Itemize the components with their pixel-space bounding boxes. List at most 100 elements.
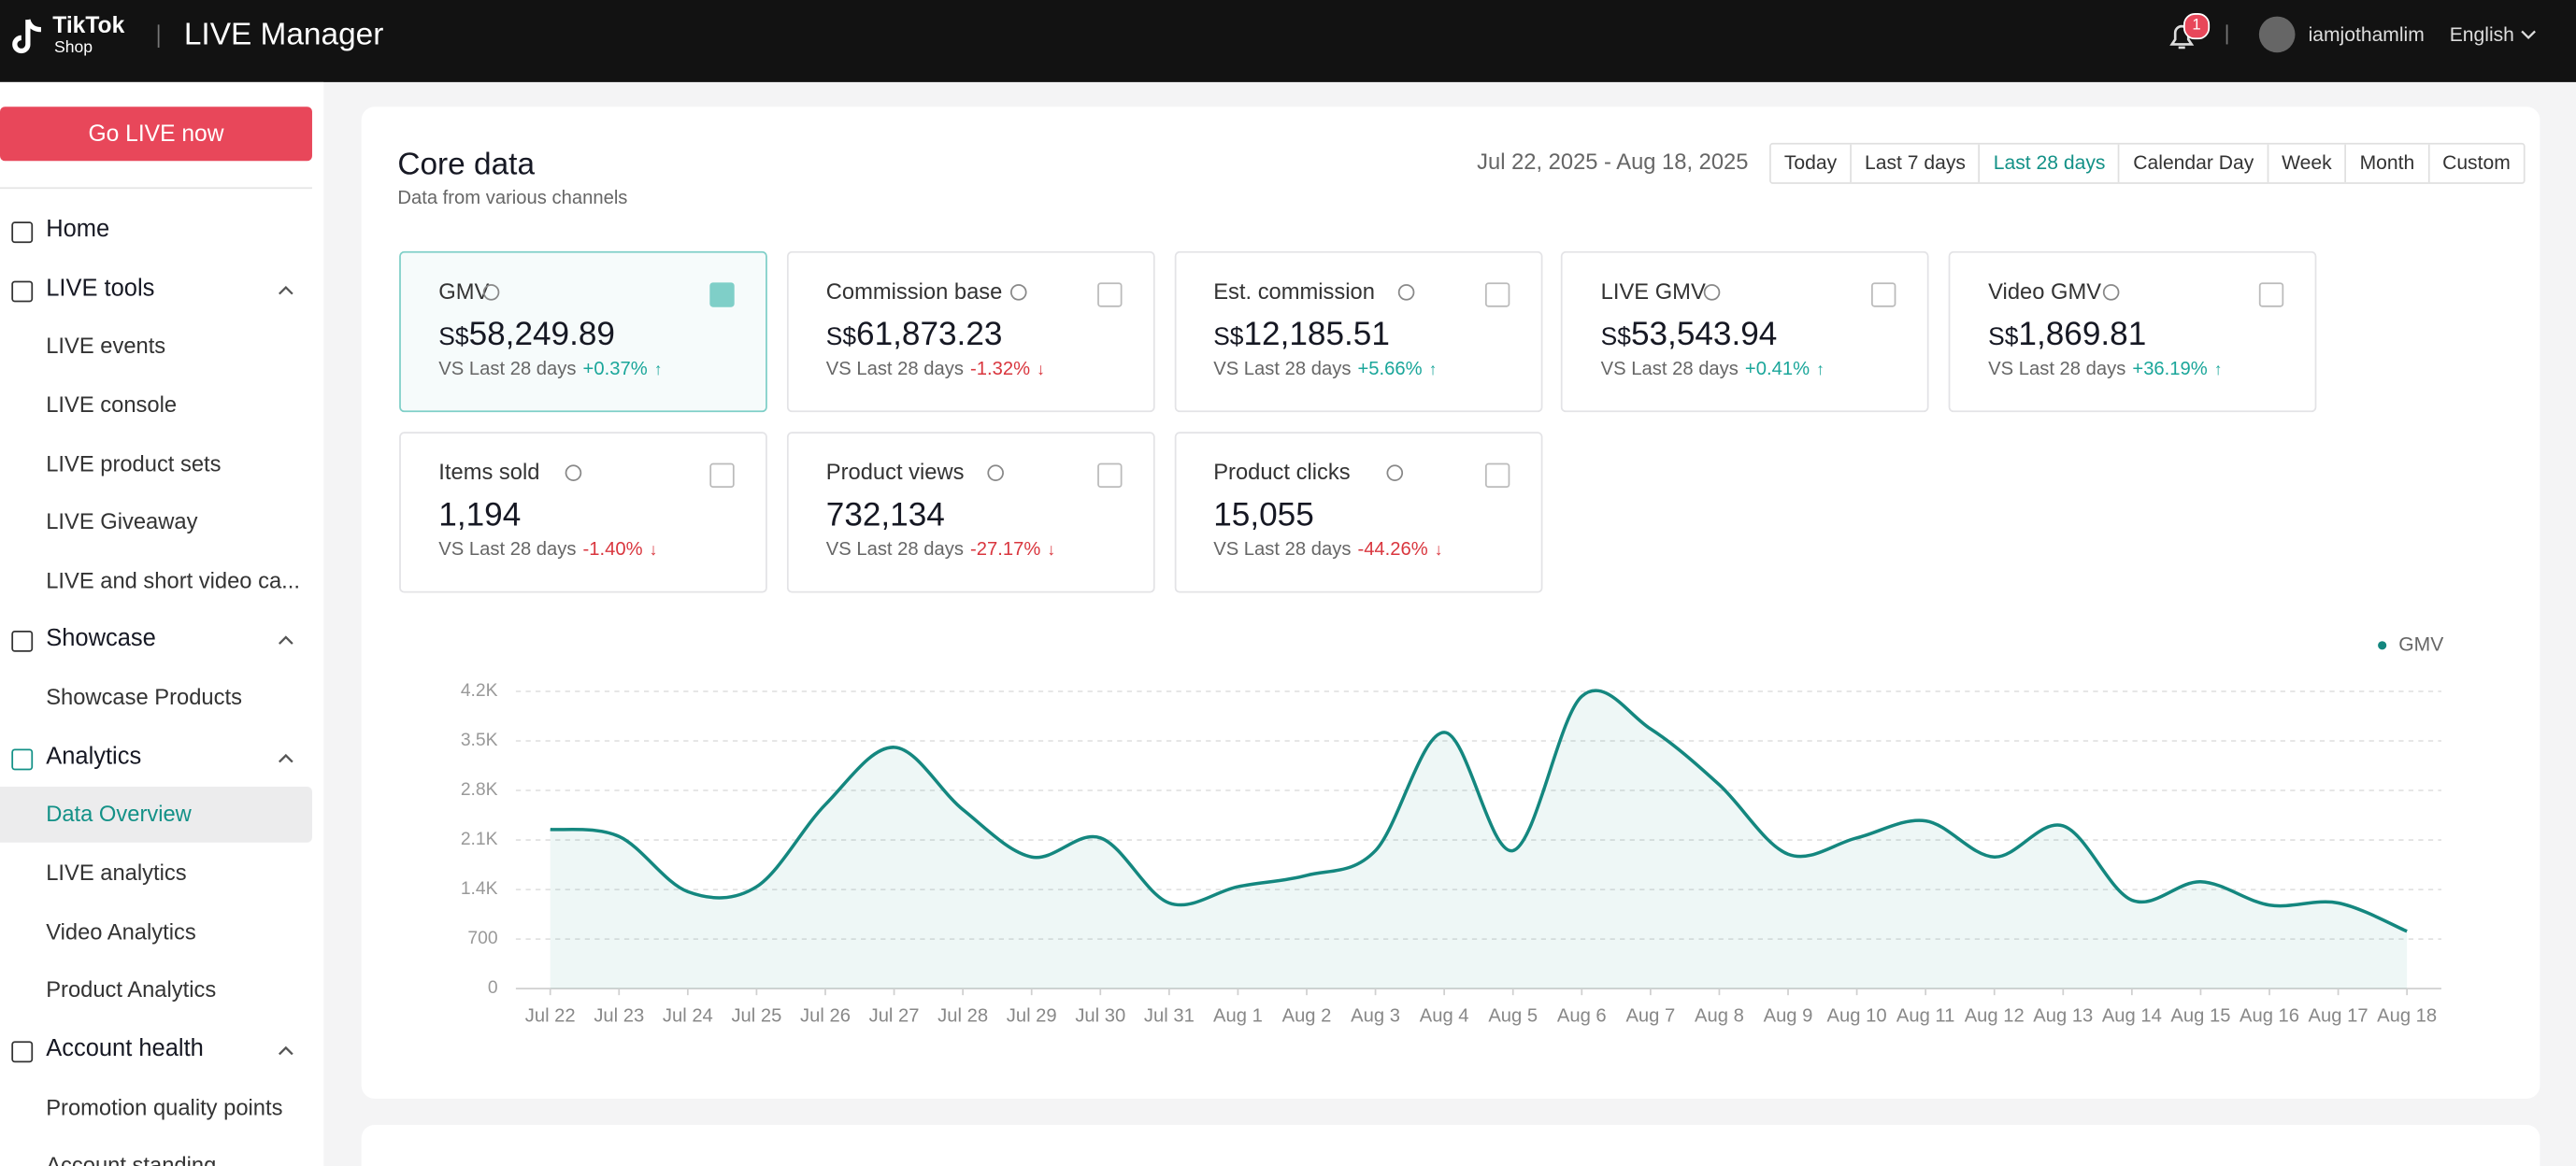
x-tick-label: Jul 25 xyxy=(731,1005,781,1026)
metric-card[interactable]: LIVE GMV S$53,543.94 VS Last 28 days +0.41%… xyxy=(1561,250,1930,413)
metric-label: Product clicks xyxy=(1213,460,1351,485)
nav-section[interactable]: LIVE tools xyxy=(46,275,155,302)
checkbox[interactable] xyxy=(709,462,735,489)
x-tick-label: Aug 4 xyxy=(1420,1005,1469,1026)
checkbox[interactable] xyxy=(1871,282,1897,307)
nav-section[interactable]: Analytics xyxy=(46,743,142,770)
nav-item[interactable]: LIVE and short video ca... xyxy=(46,567,300,593)
x-tick-label: Aug 14 xyxy=(2102,1005,2162,1026)
nav-section[interactable]: Home xyxy=(46,217,110,244)
metric-value-row: S$1,869.81 xyxy=(1988,317,2146,354)
info-icon xyxy=(2102,284,2120,301)
comparison-label: VS Last 28 days xyxy=(1988,359,2126,380)
logo-subtext: Shop xyxy=(54,39,93,58)
metric-value-row: S$61,873.23 xyxy=(826,317,1003,354)
checkbox[interactable] xyxy=(1484,282,1510,307)
change: -44.26% xyxy=(1357,540,1428,561)
avatar[interactable] xyxy=(2258,16,2296,53)
y-tick-label: 700 xyxy=(467,929,497,948)
language[interactable]: English xyxy=(2449,22,2514,47)
nav-item[interactable]: LIVE events xyxy=(46,334,166,359)
metric-label: Video GMV xyxy=(1988,278,2102,305)
notification-badge: 1 xyxy=(2182,13,2211,40)
metric-label: LIVE GMV xyxy=(1600,278,1706,305)
metric-value-row: S$12,185.51 xyxy=(1213,317,1390,354)
metric-value: 1,194 xyxy=(438,497,522,534)
app-title: LIVE Manager xyxy=(183,18,384,53)
range-selector: Today Last 7 days Last 28 days Calendar Day… xyxy=(1769,142,2526,184)
range-option[interactable]: Custom xyxy=(2427,144,2524,183)
chevron[interactable] xyxy=(278,1045,294,1058)
metric-card[interactable]: Product clicks 15,055 VS Last 28 days -44.2… xyxy=(1174,432,1542,593)
x-tick-label: Jul 22 xyxy=(525,1005,576,1026)
nav-item[interactable]: LIVE Giveaway xyxy=(46,509,198,534)
nav-section[interactable]: Showcase xyxy=(46,626,156,653)
x-tick-label: Aug 17 xyxy=(2309,1005,2368,1026)
chevron[interactable] xyxy=(278,284,294,297)
comparison: VS Last 28 days +0.41% ↑ xyxy=(1601,360,1825,379)
nav-item[interactable]: Data Overview xyxy=(46,802,192,827)
chevron[interactable] xyxy=(278,634,294,647)
change: -27.17% xyxy=(970,540,1041,561)
trend-arrow: ↑ xyxy=(1816,361,1825,380)
area-fill xyxy=(550,690,2408,989)
nav-item[interactable]: Video Analytics xyxy=(46,918,196,944)
divider xyxy=(0,187,312,190)
metric-card[interactable]: Commission base S$61,873.23 VS Last 28 day… xyxy=(786,250,1155,413)
range-option[interactable]: Last 28 days xyxy=(1978,144,2118,183)
trend-arrow: ↑ xyxy=(653,361,663,380)
x-tick-label: Aug 10 xyxy=(1827,1005,1887,1026)
x-tick-label: Aug 2 xyxy=(1282,1005,1332,1026)
metric-card[interactable]: Items sold 1,194 VS Last 28 days -1.40% ↓ xyxy=(399,432,767,593)
nav-item[interactable]: Product Analytics xyxy=(46,977,217,1002)
y-tick-label: 4.2K xyxy=(461,681,498,701)
range-option[interactable]: Calendar Day xyxy=(2118,144,2267,183)
metric-card[interactable]: GMV S$58,249.89 VS Last 28 days +0.37% ↑ xyxy=(399,250,767,413)
username[interactable]: iamjothamlim xyxy=(2308,22,2425,47)
y-tick-label: 2.1K xyxy=(461,830,498,849)
comparison: VS Last 28 days +36.19% ↑ xyxy=(1988,360,2222,379)
go-live-button[interactable]: Go LIVE now xyxy=(0,107,312,162)
range-option[interactable]: Last 7 days xyxy=(1850,144,1979,183)
metric-label: Commission base xyxy=(825,278,1003,305)
checkbox[interactable] xyxy=(2259,282,2284,307)
section-title: Core data xyxy=(397,148,536,183)
metric-card[interactable]: Est. commission S$12,185.51 VS Last 28 day… xyxy=(1174,250,1542,413)
checkbox[interactable] xyxy=(709,282,735,307)
nav-item[interactable]: Promotion quality points xyxy=(46,1094,283,1119)
x-tick-label: Aug 11 xyxy=(1896,1005,1955,1026)
x-tick-label: Aug 12 xyxy=(1965,1005,2025,1026)
x-tick-label: Aug 6 xyxy=(1557,1005,1607,1026)
nav-section[interactable]: Account health xyxy=(46,1035,204,1062)
x-tick-label: Aug 7 xyxy=(1625,1005,1675,1026)
nav-item[interactable]: LIVE console xyxy=(46,392,178,418)
checkbox[interactable] xyxy=(1096,462,1123,489)
range-option[interactable]: Month xyxy=(2344,144,2428,183)
range-option[interactable]: Week xyxy=(2267,144,2344,183)
nav-item[interactable]: Showcase Products xyxy=(46,685,242,710)
nav-item[interactable]: LIVE product sets xyxy=(46,450,222,476)
y-tick-label: 1.4K xyxy=(461,879,498,899)
section-icon xyxy=(11,280,34,302)
trend-arrow: ↑ xyxy=(1428,361,1438,380)
chevron[interactable] xyxy=(278,751,294,764)
range-option[interactable]: Today xyxy=(1783,150,1838,175)
metric-card[interactable]: Product views 732,134 VS Last 28 days -27.1… xyxy=(786,432,1155,593)
comparison: VS Last 28 days -1.32% ↓ xyxy=(826,360,1045,379)
metric-value: 58,249.89 xyxy=(468,317,615,353)
metric-value: 732,134 xyxy=(825,497,945,534)
nav-item[interactable]: Account standing xyxy=(46,1153,217,1166)
sidebar: Go LIVE now Home LIVE tools LIVE events LIV… xyxy=(0,81,324,1166)
x-tick-label: Jul 30 xyxy=(1075,1005,1125,1026)
checkbox[interactable] xyxy=(1096,282,1123,307)
info-icon xyxy=(483,284,500,301)
nav-item[interactable]: LIVE analytics xyxy=(46,860,187,886)
metric-value: 1,869.81 xyxy=(2018,317,2147,353)
info-icon xyxy=(987,464,1005,482)
comparison-label: VS Last 28 days xyxy=(1213,540,1352,561)
metric-card[interactable]: Video GMV S$1,869.81 VS Last 28 days +36.19… xyxy=(1948,250,2317,413)
x-tick-label: Aug 3 xyxy=(1351,1005,1400,1026)
checkbox[interactable] xyxy=(1484,462,1510,489)
trend-arrow: ↑ xyxy=(2213,361,2223,380)
